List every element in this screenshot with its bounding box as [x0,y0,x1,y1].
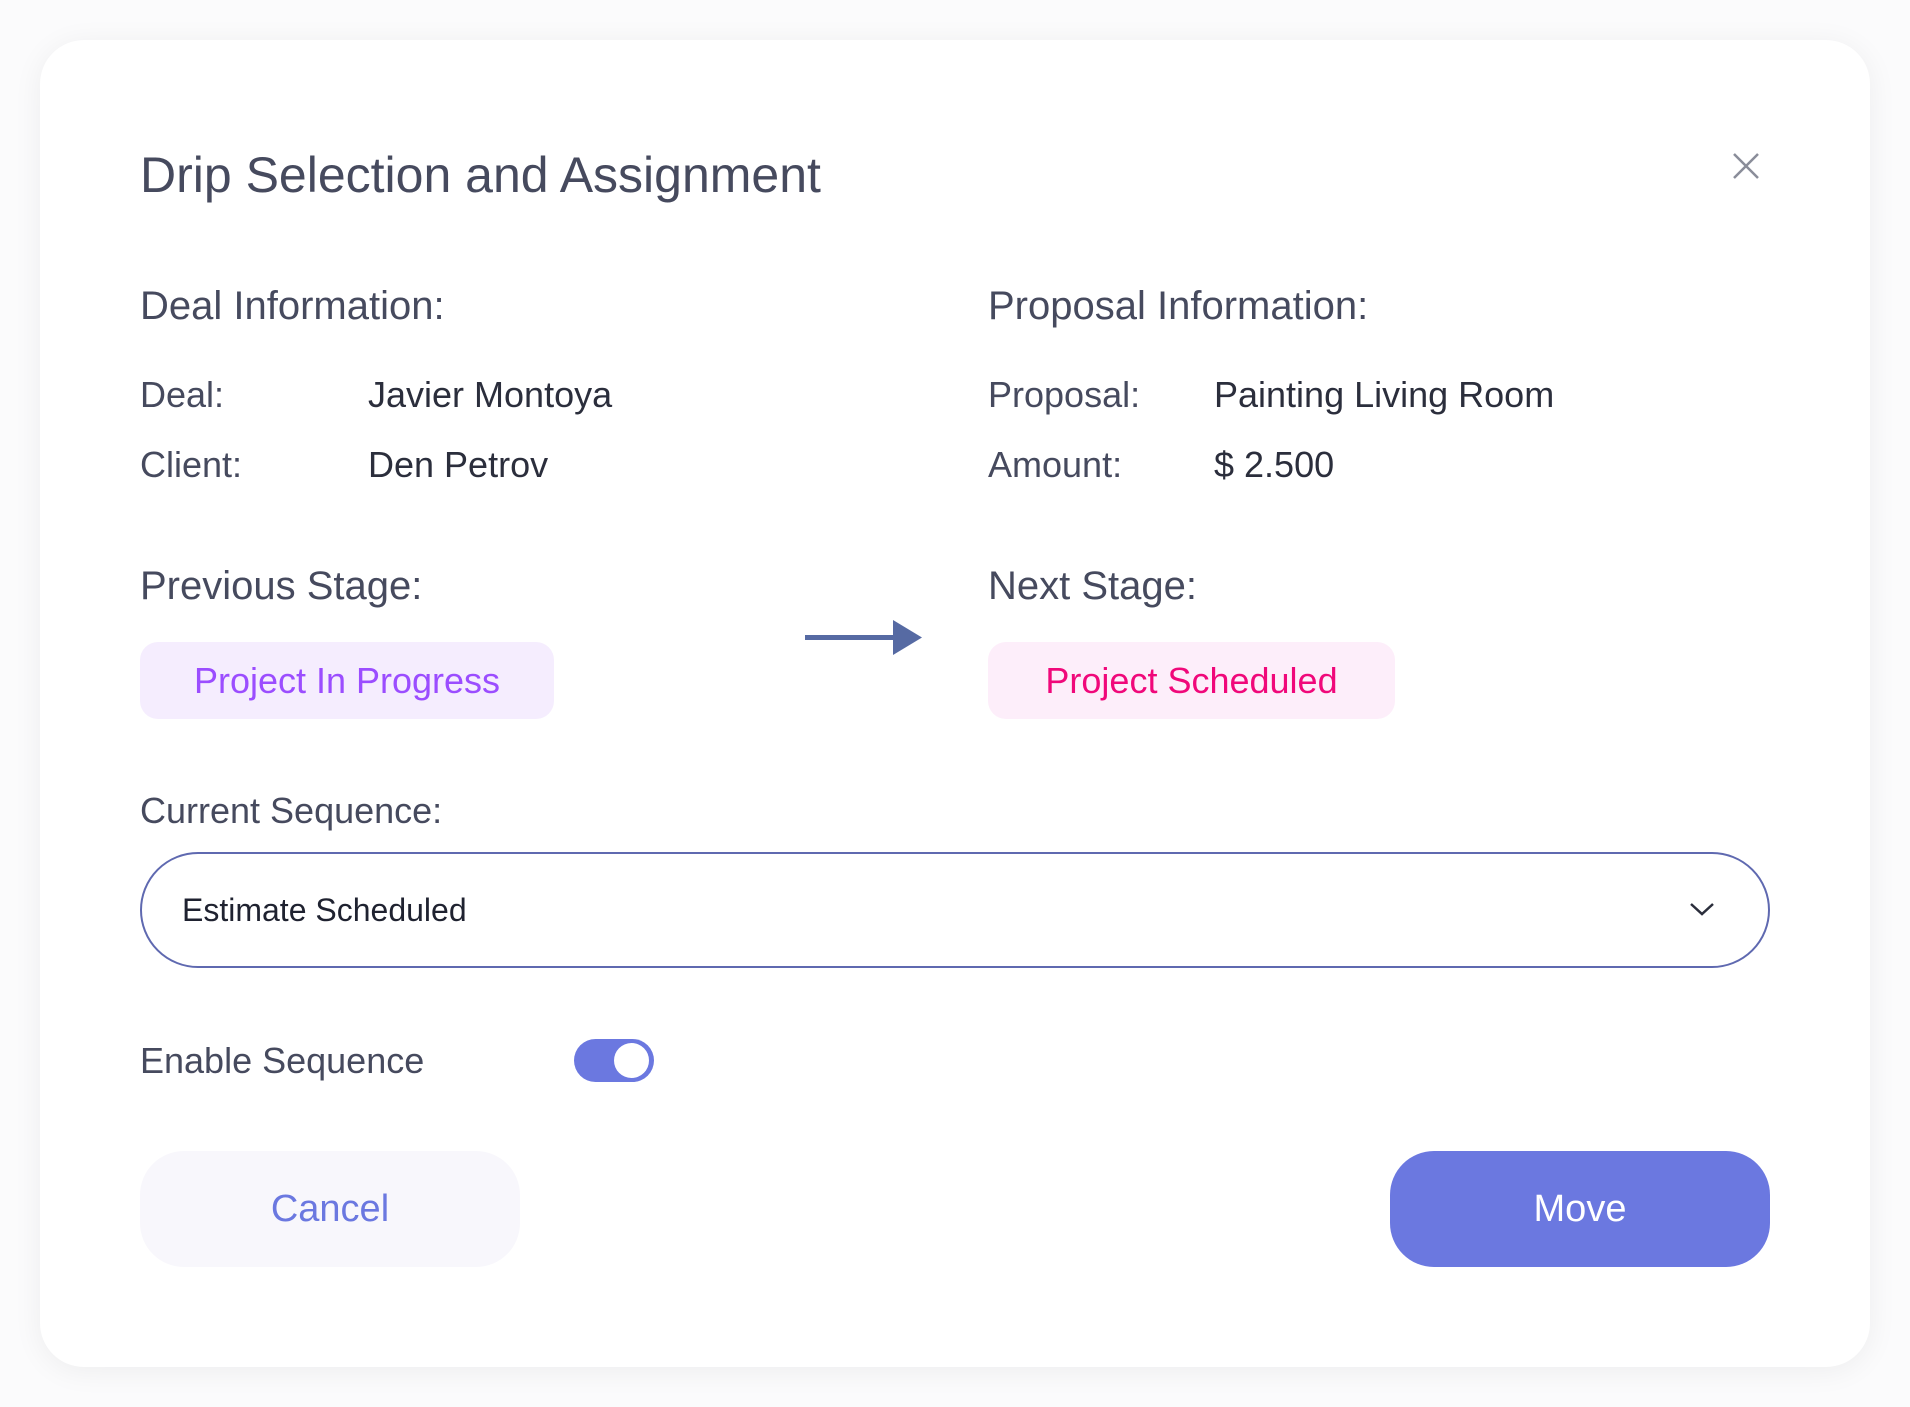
proposal-label: Proposal: [988,374,1141,415]
next-stage-heading: Next Stage: [988,564,1198,608]
enable-sequence-label: Enable Sequence [140,1040,425,1081]
enable-sequence-toggle[interactable] [574,1039,654,1082]
move-button[interactable]: Move [1390,1151,1770,1267]
current-sequence-label: Current Sequence: [140,790,443,831]
close-icon[interactable] [1726,146,1766,186]
proposal-info-heading: Proposal Information: [988,284,1369,328]
selected-sequence: Estimate Scheduled [182,891,467,928]
previous-stage-badge: Project In Progress [140,642,554,719]
deal-value: Javier Montoya [368,374,613,415]
toggle-knob [614,1043,649,1078]
client-value: Den Petrov [368,444,549,485]
cancel-button[interactable]: Cancel [140,1151,520,1267]
amount-value: $ 2.500 [1214,444,1335,485]
deal-label: Deal: [140,374,225,415]
dialog-title: Drip Selection and Assignment [140,147,821,203]
client-label: Client: [140,444,243,485]
arrow-right-icon [805,620,925,661]
proposal-value: Painting Living Room [1214,374,1555,415]
deal-info-heading: Deal Information: [140,284,445,328]
previous-stage-heading: Previous Stage: [140,564,423,608]
chevron-down-icon [1688,894,1716,932]
current-sequence-select[interactable]: Estimate Scheduled [140,852,1770,968]
amount-label: Amount: [988,444,1123,485]
next-stage-badge: Project Scheduled [988,642,1395,719]
